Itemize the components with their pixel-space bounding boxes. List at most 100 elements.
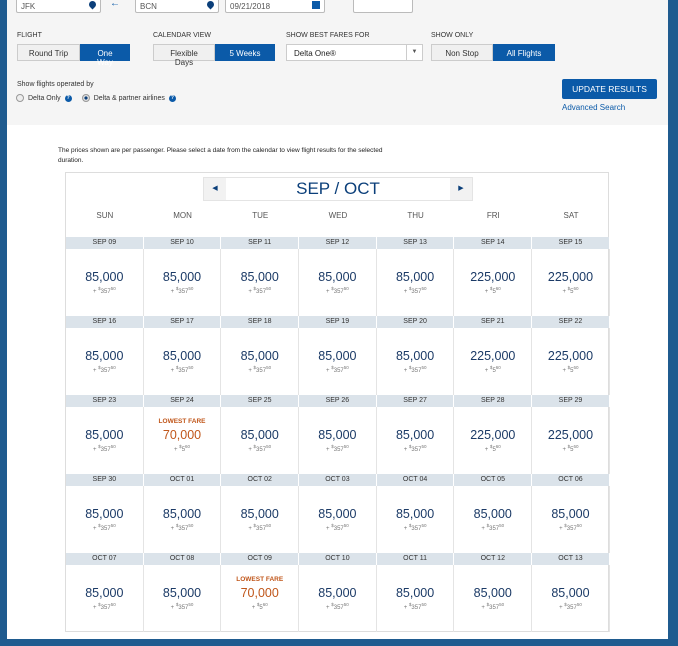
show-only-label: SHOW ONLY xyxy=(431,32,474,39)
help-icon[interactable]: ? xyxy=(64,94,72,102)
miles-price: 85,000 xyxy=(318,586,357,600)
miles-price: 85,000 xyxy=(551,586,590,600)
fare-cell[interactable]: 85,000 + $35750 xyxy=(377,486,455,553)
month-title: SEP / OCT xyxy=(296,179,380,198)
fare-cell[interactable]: 85,000 + $35750 xyxy=(299,486,377,553)
fee-dollars: 357 xyxy=(411,368,422,374)
fare-cell[interactable]: 85,000 + $35750 xyxy=(144,565,222,632)
fee-cents: 50 xyxy=(499,602,505,607)
fare-cell[interactable]: 225,000 + $560 xyxy=(454,249,533,316)
update-results-button[interactable]: UPDATE RESULTS xyxy=(562,79,657,99)
all-flights-button[interactable]: All Flights xyxy=(493,44,555,61)
flexible-days-button[interactable]: Flexible Days xyxy=(153,44,215,67)
fee-dollars: 357 xyxy=(256,447,267,453)
fee-cents: 50 xyxy=(188,365,194,370)
month-navigator: ◀ SEP / OCT ▶ xyxy=(203,177,473,201)
date-label: SEP 14 xyxy=(454,237,533,249)
fare-cell[interactable]: 225,000 + $560 xyxy=(454,407,533,474)
fare-cell[interactable]: 85,000 + $35750 xyxy=(66,486,144,553)
advanced-search-link[interactable]: Advanced Search xyxy=(562,103,626,112)
destination-input[interactable]: BCN xyxy=(135,0,219,13)
fee-dollars: 5 xyxy=(570,289,574,295)
fare-cell[interactable]: 85,000 + $35750 xyxy=(454,486,533,553)
fare-cell[interactable]: 85,000 + $35750 xyxy=(221,328,300,395)
fee-cents: 60 xyxy=(573,444,579,449)
fee: + $35750 xyxy=(248,523,272,532)
delta-only-radio[interactable] xyxy=(16,94,24,102)
fee: + $560 xyxy=(562,286,579,295)
fare-cell[interactable]: 85,000 + $35750 xyxy=(144,249,222,316)
date-input[interactable]: 09/21/2018 xyxy=(225,0,325,13)
date-label: SEP 27 xyxy=(377,395,455,407)
delta-partner-radio[interactable] xyxy=(81,94,90,102)
fee-dollars: 5 xyxy=(181,447,186,453)
miles-price: 85,000 xyxy=(473,507,512,521)
help-icon[interactable]: ? xyxy=(168,94,176,102)
fare-cell[interactable]: 85,000 + $35750 xyxy=(221,486,300,553)
fee-cents: 50 xyxy=(343,365,349,370)
prev-month-icon[interactable]: ◀ xyxy=(204,178,226,200)
next-month-icon[interactable]: ▶ xyxy=(450,178,472,200)
fee-cents: 50 xyxy=(343,286,349,291)
fare-cell[interactable]: 85,000 + $35750 xyxy=(221,407,300,474)
fare-cell[interactable]: 85,000 + $35750 xyxy=(377,328,455,395)
passengers-select[interactable] xyxy=(353,0,413,13)
fare-cell[interactable]: 85,000 + $35750 xyxy=(454,565,533,632)
origin-value: JFK xyxy=(21,2,36,11)
fare-cell[interactable]: 85,000 + $35750 xyxy=(144,486,222,553)
date-label: SEP 25 xyxy=(221,395,300,407)
price-note: The prices shown are per passenger. Plea… xyxy=(58,147,383,164)
flight-label: FLIGHT xyxy=(17,32,42,39)
fare-cell[interactable]: 85,000 + $35750 xyxy=(66,328,144,395)
round-trip-button[interactable]: Round Trip xyxy=(17,44,80,61)
fare-row: 85,000 + $35750 85,000 + $35750 85,000 + $357… xyxy=(66,486,610,553)
weekday-label: SUN xyxy=(96,211,114,220)
fare-cell[interactable]: LOWEST FARE 70,000 + $560 xyxy=(221,565,300,632)
fee: + $35750 xyxy=(170,602,194,611)
fare-cell[interactable]: 85,000 + $35750 xyxy=(221,249,300,316)
miles-price: 85,000 xyxy=(240,428,279,442)
date-band: SEP 09 SEP 10 SEP 11 SEP 12 SEP 13 SEP 14 SEP … xyxy=(66,237,610,249)
fare-cell[interactable]: 85,000 + $35750 xyxy=(66,565,144,632)
fee-cents: 50 xyxy=(421,286,427,291)
fare-cell[interactable]: 85,000 + $35750 xyxy=(299,328,377,395)
fare-row: 85,000 + $35750 85,000 + $35750 85,000 + $357… xyxy=(66,249,610,316)
fee-dollars: 357 xyxy=(566,526,577,532)
lowest-fare-badge: LOWEST FARE xyxy=(158,418,206,425)
date-band: SEP 30 OCT 01 OCT 02 OCT 03 OCT 04 OCT 05 OCT … xyxy=(66,474,610,486)
fare-cell[interactable]: 85,000 + $35750 xyxy=(66,249,144,316)
fare-cell[interactable]: 85,000 + $35750 xyxy=(66,407,144,474)
date-label: SEP 22 xyxy=(532,316,610,328)
fare-cell[interactable]: 85,000 + $35750 xyxy=(377,407,455,474)
best-fares-select[interactable]: Delta One® ▼ xyxy=(286,44,423,61)
fare-cell[interactable]: 85,000 + $35750 xyxy=(532,565,610,632)
fare-cell[interactable]: 85,000 + $35750 xyxy=(299,407,377,474)
fee-dollars: 5 xyxy=(492,289,496,295)
show-only-toggle: Non Stop All Flights xyxy=(431,44,555,61)
fare-cell[interactable]: 85,000 + $35750 xyxy=(377,565,455,632)
origin-input[interactable]: JFK xyxy=(16,0,101,13)
five-weeks-button[interactable]: 5 Weeks xyxy=(215,44,275,61)
fare-cell[interactable]: 85,000 + $35750 xyxy=(532,486,610,553)
fare-cell[interactable]: 85,000 + $35750 xyxy=(299,565,377,632)
lowest-fare-badge: LOWEST FARE xyxy=(236,576,284,583)
non-stop-button[interactable]: Non Stop xyxy=(431,44,493,61)
date-label: SEP 21 xyxy=(454,316,533,328)
miles-price: 85,000 xyxy=(85,586,124,600)
fare-cell[interactable]: 225,000 + $560 xyxy=(532,328,610,395)
fare-cell[interactable]: 85,000 + $35750 xyxy=(377,249,455,316)
fare-cell[interactable]: 225,000 + $560 xyxy=(532,407,610,474)
weekday-header: SUN MON TUE WED THU FRI SAT xyxy=(66,211,610,220)
one-way-button[interactable]: One Way xyxy=(80,44,130,67)
swap-arrow-icon[interactable]: ← xyxy=(110,0,120,9)
miles-price: 85,000 xyxy=(240,349,279,363)
fee-cents: 50 xyxy=(110,523,116,528)
date-band: SEP 16 SEP 17 SEP 18 SEP 19 SEP 20 SEP 21 SEP … xyxy=(66,316,610,328)
fare-cell[interactable]: 225,000 + $560 xyxy=(532,249,610,316)
fare-cell[interactable]: 85,000 + $35750 xyxy=(144,328,222,395)
miles-price: 85,000 xyxy=(318,349,357,363)
fare-cell[interactable]: LOWEST FARE 70,000 + $560 xyxy=(144,407,222,474)
fare-cell[interactable]: 225,000 + $560 xyxy=(454,328,533,395)
fee-cents: 50 xyxy=(110,444,116,449)
fare-cell[interactable]: 85,000 + $35750 xyxy=(299,249,377,316)
